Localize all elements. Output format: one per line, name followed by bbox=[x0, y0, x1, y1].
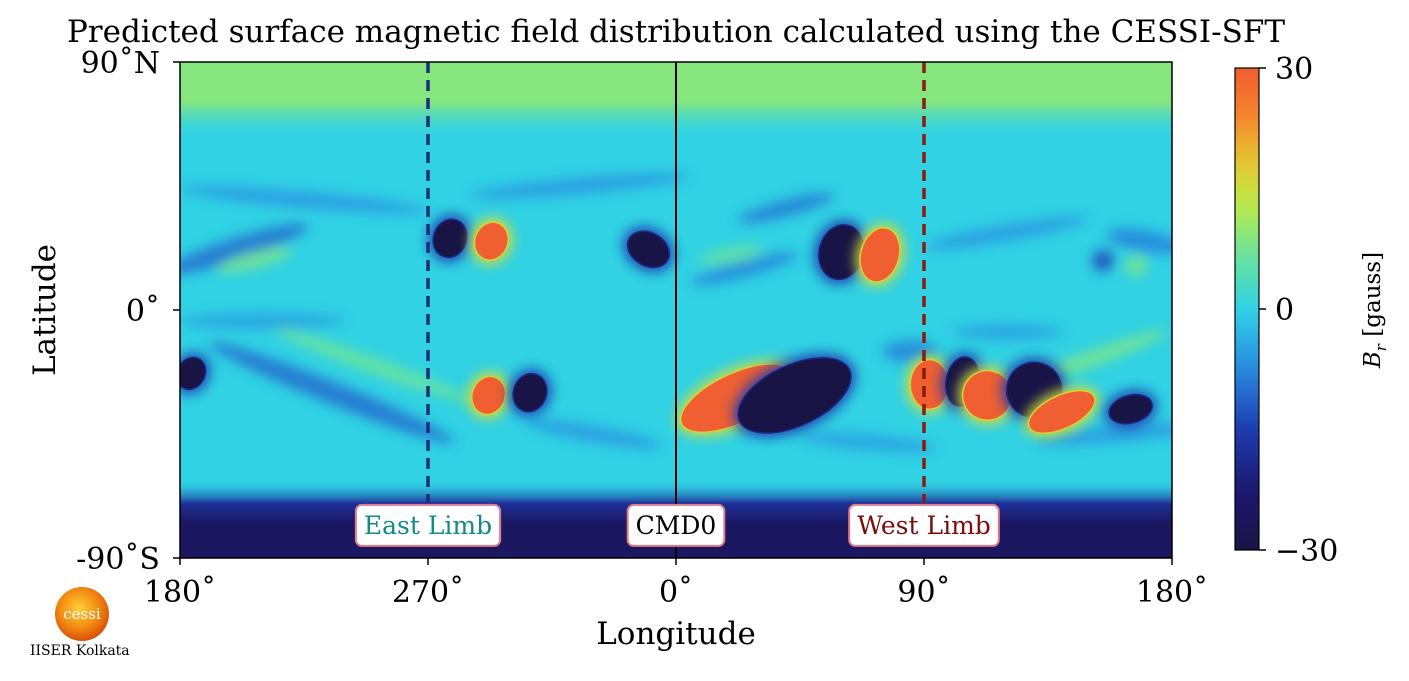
negative-flux-region bbox=[813, 219, 869, 285]
x-tick-label: 180˚ bbox=[144, 575, 216, 610]
y-axis-ticks: 90˚N 0˚ -90˚S bbox=[76, 46, 180, 577]
limb-label: East Limb bbox=[364, 511, 492, 540]
x-tick-label: 270˚ bbox=[392, 575, 464, 610]
y-tick-label: -90˚S bbox=[76, 542, 160, 577]
chart-title: Predicted surface magnetic field distrib… bbox=[66, 14, 1286, 50]
negative-flux-region bbox=[733, 353, 856, 438]
diffuse-streak bbox=[951, 323, 1062, 341]
positive-flux-region bbox=[1023, 385, 1100, 439]
region-core bbox=[1108, 393, 1154, 425]
x-tick-label: 0˚ bbox=[659, 575, 693, 610]
limb-label-box: CMD0 bbox=[626, 503, 726, 547]
diffuse-streak bbox=[180, 312, 346, 330]
logo-word: cessi bbox=[63, 605, 101, 623]
label-box-frame bbox=[848, 503, 1000, 547]
diffuse-streak bbox=[1125, 254, 1148, 277]
colorbar-strip bbox=[1234, 67, 1260, 551]
positive-flux-region bbox=[905, 354, 954, 415]
diffuse-streak bbox=[738, 192, 835, 224]
reference-lines: East Limb CMD0 West Limb bbox=[354, 62, 1000, 558]
limb-label: CMD0 bbox=[636, 511, 717, 540]
limb-label-box: East Limb bbox=[354, 503, 502, 547]
diffuse-streak bbox=[180, 223, 309, 276]
negative-flux-region bbox=[508, 368, 552, 417]
x-axis-label: Longitude bbox=[596, 616, 756, 652]
region-core bbox=[626, 230, 670, 269]
diffuse-streak bbox=[691, 252, 799, 286]
region-core bbox=[859, 227, 901, 283]
colorbar-label: Br [gauss] bbox=[1360, 251, 1390, 369]
logo-caption: IISER Kolkata bbox=[30, 643, 130, 659]
region-core bbox=[512, 372, 548, 413]
negative-flux-region bbox=[180, 352, 211, 395]
diffuse-streak bbox=[925, 216, 1089, 250]
positive-flux-region bbox=[957, 365, 1018, 426]
positive-flux-region bbox=[854, 222, 905, 287]
x-axis-ticks: 180˚ 270˚ 0˚ 90˚ 180˚ bbox=[144, 558, 1208, 610]
diffuse-streak bbox=[1106, 228, 1172, 254]
colorbar-tick-label: 0 bbox=[1275, 293, 1294, 328]
cessi-logo: cessi bbox=[55, 587, 109, 641]
active-regions bbox=[180, 214, 1158, 439]
label-box-frame bbox=[626, 503, 726, 547]
diffuse-field-streaks bbox=[180, 173, 1172, 453]
diffuse-streak bbox=[469, 173, 690, 199]
field-map bbox=[180, 62, 1172, 558]
diffuse-streak bbox=[1034, 423, 1172, 445]
region-core bbox=[180, 356, 207, 391]
diffuse-streak bbox=[525, 419, 662, 449]
y-axis-label: Latitude bbox=[27, 243, 63, 377]
limb-label: West Limb bbox=[857, 511, 991, 540]
region-core bbox=[1027, 389, 1096, 435]
region-core bbox=[737, 357, 852, 434]
diffuse-streak bbox=[208, 342, 455, 444]
colorbar-tick-label: 30 bbox=[1275, 52, 1313, 87]
positive-flux-region bbox=[469, 217, 514, 266]
y-tick-label: 0˚ bbox=[126, 294, 160, 329]
negative-flux-region bbox=[622, 226, 675, 273]
limb-label-box: West Limb bbox=[848, 503, 1000, 547]
region-core bbox=[473, 221, 510, 261]
positive-flux-region bbox=[466, 371, 511, 420]
label-box-frame bbox=[354, 503, 502, 547]
colorbar-tick-label: −30 bbox=[1275, 534, 1338, 569]
negative-flux-region bbox=[428, 214, 472, 263]
sun-logo-icon bbox=[55, 587, 109, 641]
x-tick-label: 180˚ bbox=[1136, 575, 1208, 610]
colorbar: 30 0 −30 bbox=[1234, 52, 1338, 569]
negative-flux-region bbox=[1104, 389, 1158, 429]
diffuse-streak bbox=[1092, 249, 1115, 272]
diffuse-streak bbox=[180, 186, 428, 214]
diffuse-streak bbox=[274, 328, 472, 402]
y-tick-label: 90˚N bbox=[81, 46, 160, 81]
x-tick-label: 90˚ bbox=[897, 575, 950, 610]
region-core bbox=[470, 375, 507, 416]
diffuse-streak bbox=[800, 432, 938, 453]
region-core bbox=[432, 218, 468, 259]
diffuse-streak bbox=[698, 244, 764, 265]
diffuse-streak bbox=[217, 247, 292, 274]
